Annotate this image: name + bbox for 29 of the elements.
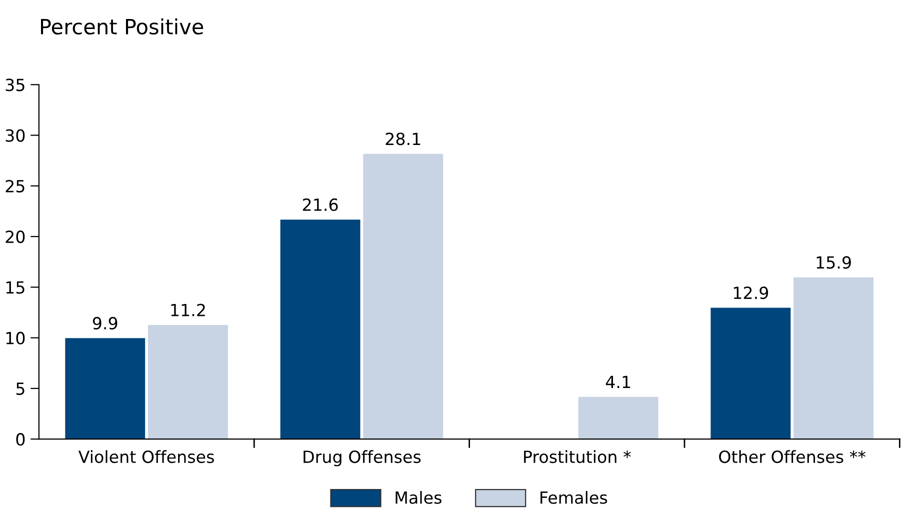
data-label: 9.9 xyxy=(92,316,118,330)
bar xyxy=(710,308,791,440)
legend-label: Females xyxy=(540,491,608,504)
data-label: 11.2 xyxy=(171,304,205,316)
y-tick-label: 0 xyxy=(16,433,25,446)
x-tick-label: Other Offenses ** xyxy=(719,450,866,464)
legend-label: Males xyxy=(396,491,442,504)
y-tick-label: 10 xyxy=(6,332,25,344)
y-tick-label: 30 xyxy=(6,129,25,142)
bar xyxy=(794,277,874,440)
x-tick-label: Violent Offenses xyxy=(78,450,214,464)
y-axis-title: Percent Positive xyxy=(41,18,204,35)
data-label: 4.1 xyxy=(606,376,630,388)
y-tick-label: 20 xyxy=(6,230,25,244)
y-tick-label: 15 xyxy=(6,281,24,294)
data-label: 28.1 xyxy=(386,132,420,146)
y-tick-label: 25 xyxy=(6,180,24,192)
data-label: 21.6 xyxy=(302,198,338,212)
y-tick-label: 35 xyxy=(6,78,24,92)
bar xyxy=(578,396,658,440)
bar xyxy=(148,324,228,440)
bar xyxy=(65,338,146,440)
data-label: 15.9 xyxy=(816,256,851,269)
y-tick-label: 5 xyxy=(16,382,24,396)
bar xyxy=(363,154,444,440)
x-tick-label: Prostitution * xyxy=(524,450,631,464)
data-label: 12.9 xyxy=(734,286,768,300)
bar xyxy=(280,220,360,440)
x-tick-label: Drug Offenses xyxy=(304,450,421,466)
